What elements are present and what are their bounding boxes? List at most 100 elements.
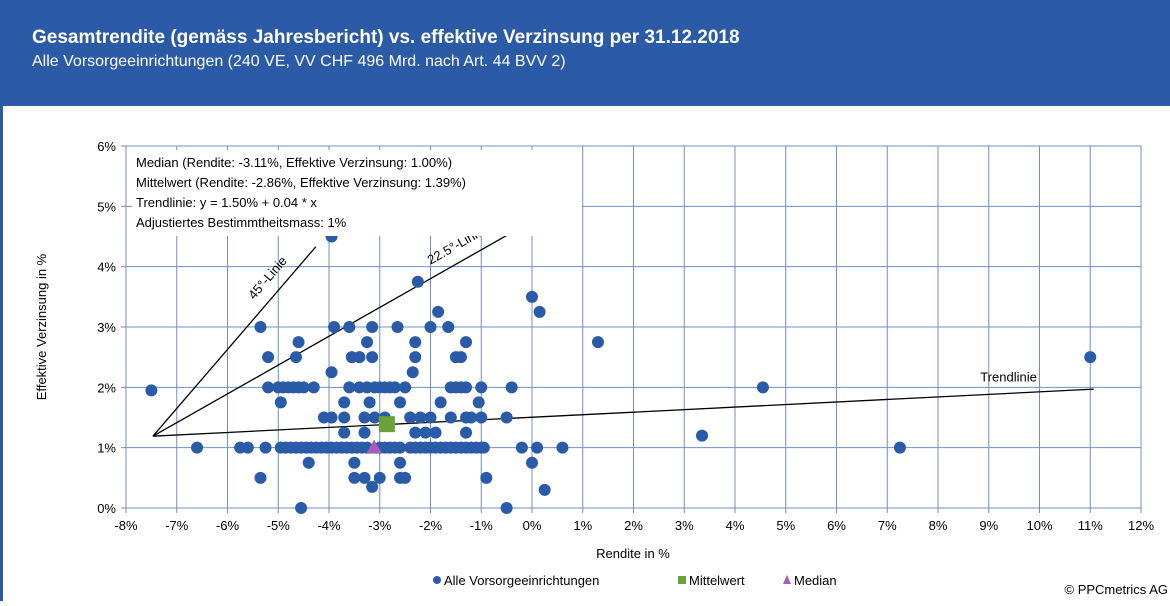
point xyxy=(394,441,407,454)
point xyxy=(366,480,379,493)
point xyxy=(241,441,254,454)
legend-label: Mittelwert xyxy=(689,573,745,588)
point xyxy=(434,396,447,409)
legend-label: Median xyxy=(794,573,837,588)
x-tick-label: 10% xyxy=(1026,518,1052,533)
point xyxy=(366,351,379,364)
x-tick-label: 8% xyxy=(929,518,948,533)
x-tick-label: -4% xyxy=(317,518,341,533)
point xyxy=(262,381,275,394)
point xyxy=(338,396,351,409)
header xyxy=(0,0,1170,106)
point xyxy=(399,471,412,484)
point xyxy=(295,502,308,514)
point xyxy=(500,411,513,424)
point xyxy=(432,305,445,318)
point xyxy=(302,456,315,469)
legend-swatch xyxy=(678,576,686,584)
point xyxy=(338,426,351,439)
x-tick-label: -2% xyxy=(419,518,443,533)
point xyxy=(348,471,361,484)
point xyxy=(409,426,422,439)
x-tick-label: 6% xyxy=(827,518,846,533)
x-tick-label: -5% xyxy=(267,518,291,533)
x-tick-label: -7% xyxy=(165,518,189,533)
point xyxy=(366,321,379,333)
point xyxy=(477,441,490,454)
y-tick-label: 3% xyxy=(97,320,116,335)
point xyxy=(353,351,366,364)
point xyxy=(424,321,437,333)
point xyxy=(343,381,356,394)
point xyxy=(460,336,473,349)
point xyxy=(394,396,407,409)
point xyxy=(454,351,467,364)
point xyxy=(406,366,419,379)
x-tick-label: 1% xyxy=(573,518,592,533)
point xyxy=(526,456,538,469)
x-tick-label: 0% xyxy=(523,518,542,533)
annotation: Trendlinie: y = 1.50% + 0.04 * x xyxy=(136,195,317,210)
point xyxy=(696,429,709,442)
point xyxy=(505,381,518,394)
chart-title: Gesamtrendite (gemäss Jahresbericht) vs.… xyxy=(32,27,740,48)
legend-swatch xyxy=(433,576,441,584)
point xyxy=(274,396,287,409)
point xyxy=(145,384,158,397)
point xyxy=(533,305,546,318)
y-tick-label: 6% xyxy=(97,139,116,154)
point xyxy=(343,321,356,333)
point xyxy=(472,396,485,409)
point xyxy=(325,411,338,424)
point xyxy=(254,321,267,333)
point xyxy=(388,381,401,394)
x-tick-label: 11% xyxy=(1078,518,1103,533)
point xyxy=(1084,351,1097,364)
point xyxy=(259,441,272,454)
point xyxy=(368,411,381,424)
point xyxy=(411,275,424,288)
annotation: Adjustiertes Bestimmtheitsmass: 1% xyxy=(136,215,347,230)
point xyxy=(254,471,267,484)
point xyxy=(556,441,569,454)
x-tick-label: 12% xyxy=(1128,518,1154,533)
annotation-box xyxy=(132,150,582,236)
point xyxy=(373,471,386,484)
point xyxy=(328,321,341,333)
point xyxy=(358,471,371,484)
point xyxy=(361,336,374,349)
y-tick-label: 4% xyxy=(97,260,116,275)
x-tick-label: 2% xyxy=(624,518,643,533)
point xyxy=(531,441,544,454)
point xyxy=(399,381,412,394)
point xyxy=(515,441,528,454)
point xyxy=(366,439,383,454)
x-tick-label: -8% xyxy=(114,518,138,533)
annotation: Mittelwert (Rendite: -2.86%, Effektive V… xyxy=(136,175,466,190)
point xyxy=(191,441,204,454)
point xyxy=(538,483,551,496)
legend-swatch xyxy=(783,575,791,584)
x-tick-label: 9% xyxy=(979,518,998,533)
point xyxy=(378,416,395,433)
point xyxy=(290,351,303,364)
point xyxy=(591,336,604,349)
point xyxy=(409,351,422,364)
point xyxy=(460,381,473,394)
point xyxy=(391,321,404,333)
x-tick-label: 4% xyxy=(726,518,745,533)
annotation: Median (Rendite: -3.11%, Effektive Verzi… xyxy=(136,155,452,170)
point xyxy=(363,396,376,409)
point xyxy=(893,441,906,454)
y-tick-label: 5% xyxy=(97,199,116,214)
point xyxy=(358,411,371,424)
point xyxy=(429,426,442,439)
point xyxy=(756,381,769,394)
x-tick-label: 5% xyxy=(776,518,795,533)
point xyxy=(475,381,488,394)
x-tick-label: -3% xyxy=(368,518,392,533)
y-tick-label: 0% xyxy=(97,501,116,516)
copyright: © PPCmetrics AG xyxy=(1065,582,1169,597)
point xyxy=(419,426,432,439)
x-tick-label: 7% xyxy=(878,518,897,533)
